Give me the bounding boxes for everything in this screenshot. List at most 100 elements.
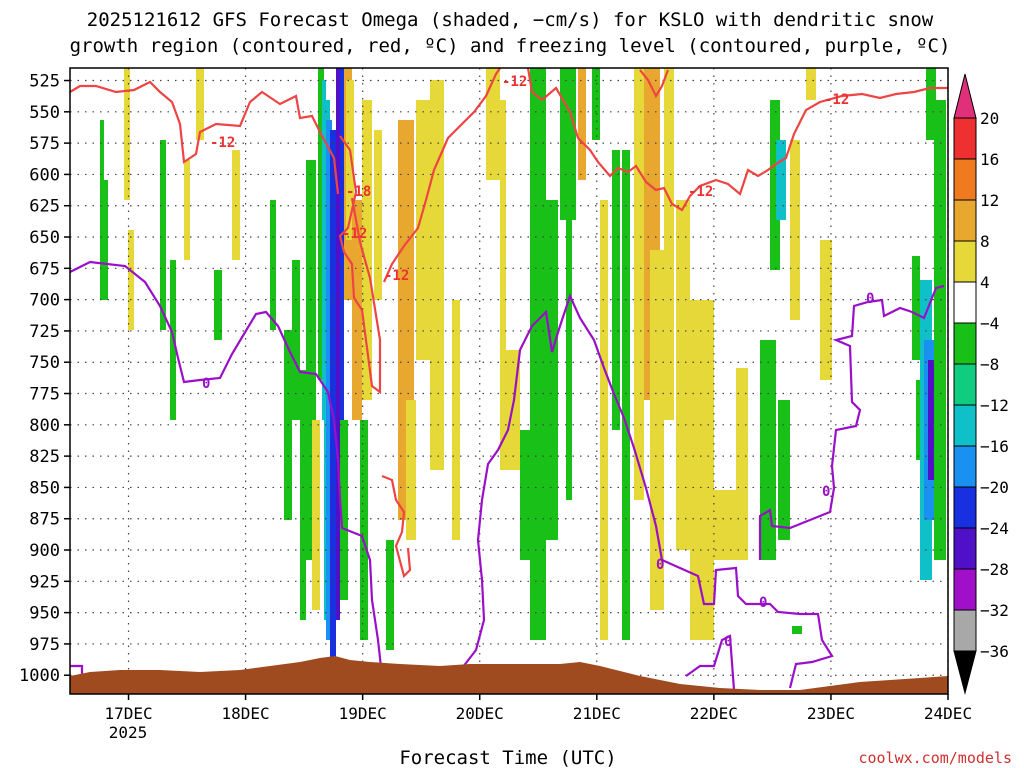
colorbar-label: −8	[980, 355, 999, 374]
colorbar-top-arrow	[953, 73, 977, 119]
freezing-label: 0	[724, 634, 732, 650]
omega-shade-cell	[790, 140, 800, 320]
dgz-contour	[69, 80, 340, 195]
x-tick-label: 17DEC	[104, 704, 152, 723]
dgz-contour	[338, 135, 382, 395]
omega-shade-cell	[912, 256, 920, 360]
colorbar-label: −36	[980, 642, 1009, 661]
freezing-level-contour	[70, 664, 84, 676]
freezing-label: 0	[866, 291, 874, 307]
colorbar-label: −16	[980, 437, 1009, 456]
contour-labels: -12 -12 -12 -18 -12 -12 -12 0 0 0 0 0 0	[202, 74, 874, 650]
y-tick-label: 625	[29, 197, 60, 217]
omega-shade-cell	[300, 370, 306, 620]
omega-shade-cell	[406, 400, 416, 540]
omega-shade-cell	[386, 540, 394, 650]
freezing-level-contour	[685, 634, 736, 691]
omega-shade-cell	[232, 150, 240, 260]
omega-shade-cell	[196, 68, 204, 140]
colorbar-label: −28	[980, 560, 1009, 579]
y-tick-label: 650	[29, 228, 60, 248]
dgz-label: -12	[824, 92, 849, 108]
omega-shade-cell	[926, 68, 936, 140]
omega-shade-cell	[578, 68, 586, 180]
chart-title-line-1: 2025121612 GFS Forecast Omega (shaded, −…	[87, 9, 934, 31]
x-tick-label: 18DEC	[222, 704, 270, 723]
colorbar-bottom-arrow	[953, 650, 977, 695]
omega-shade-cell	[416, 100, 430, 360]
y-tick-label: 1000	[19, 666, 60, 686]
omega-shade-cell	[934, 100, 946, 560]
dgz-label: -12	[342, 226, 367, 242]
y-tick-label: 550	[29, 103, 60, 123]
plot-frame	[69, 67, 949, 695]
x-axis-title: Forecast Time (UTC)	[399, 747, 616, 768]
x-tick-label: 19DEC	[339, 704, 387, 723]
omega-shade-cell	[820, 240, 832, 380]
colorbar-segment	[953, 404, 977, 447]
omega-shade-cell	[362, 100, 372, 400]
colorbar-segment	[953, 445, 977, 488]
y-tick-label: 700	[29, 291, 60, 311]
freezing-label: 0	[759, 595, 767, 611]
omega-shade-cell	[104, 180, 108, 300]
y-tick-label: 850	[29, 478, 60, 498]
omega-shade-cell	[778, 400, 790, 540]
chart-title-line-2: growth region (contoured, red, ºC) and f…	[70, 35, 951, 57]
colorbar-segment	[953, 568, 977, 611]
omega-shade-cell	[736, 368, 748, 560]
dgz-label: -12	[688, 184, 713, 200]
omega-shade-cell	[690, 300, 714, 640]
omega-shade-cell	[336, 68, 340, 620]
colorbar-segment	[953, 363, 977, 406]
omega-shade-cell	[340, 420, 348, 600]
omega-shade-cell	[124, 68, 130, 200]
dgz-label: -12	[384, 268, 409, 284]
colorbar-segment	[953, 609, 977, 652]
omega-shade-cell	[676, 200, 690, 550]
omega-colorbar: 20 16 12 8 4 −4 −8 −12 −16 −20 −24 −28 −32 −36	[953, 73, 1009, 695]
omega-shade-cell	[306, 160, 316, 560]
y-tick-label: 775	[29, 385, 60, 405]
omega-shade-cell	[770, 100, 780, 270]
y-tick-label: 600	[29, 165, 60, 185]
y-tick-label: 950	[29, 604, 60, 624]
omega-shade-cell	[776, 140, 786, 220]
omega-shade-cell	[214, 270, 222, 340]
x-axis-time: 17DEC 18DEC 19DEC 20DEC 21DEC 22DEC 23DEC 24DEC	[104, 694, 972, 723]
freezing-level-contour	[758, 284, 945, 560]
x-tick-label: 22DEC	[690, 704, 738, 723]
omega-shade-cell	[520, 430, 536, 560]
dgz-contour	[639, 69, 670, 99]
colorbar-label: 8	[980, 232, 990, 251]
colorbar-segment	[953, 240, 977, 283]
dgz-label: -12	[502, 74, 527, 90]
freezing-level-contour	[455, 292, 834, 689]
x-tick-label: 24DEC	[924, 704, 972, 723]
y-axis-pressure: 525 550 575 600 625 650 675 700 725 750 775 800 825 8…	[19, 72, 70, 686]
freezing-label: 0	[202, 376, 210, 392]
y-tick-label: 725	[29, 322, 60, 342]
y-tick-label: 575	[29, 134, 60, 154]
colorbar-label: −32	[980, 601, 1009, 620]
omega-shade-cell	[318, 68, 324, 380]
colorbar-label: −4	[980, 314, 999, 333]
omega-shade-cell	[714, 490, 736, 560]
x-tick-label: 21DEC	[573, 704, 621, 723]
omega-shade-cell	[128, 230, 134, 330]
colorbar-segment	[953, 281, 977, 324]
omega-shade-cell	[360, 420, 368, 640]
freezing-level-contour	[69, 260, 384, 677]
omega-shade-cell	[346, 80, 354, 240]
omega-shade-cell	[634, 68, 644, 500]
colorbar-label: 4	[980, 273, 990, 292]
y-tick-label: 675	[29, 259, 60, 279]
omega-shade-cell	[340, 68, 344, 460]
omega-shade-cell	[600, 200, 608, 640]
terrain-surface	[70, 656, 948, 694]
colorbar-segment	[953, 158, 977, 201]
omega-shade-cell	[452, 300, 460, 540]
y-tick-label: 525	[29, 72, 60, 92]
y-tick-label: 800	[29, 416, 60, 436]
